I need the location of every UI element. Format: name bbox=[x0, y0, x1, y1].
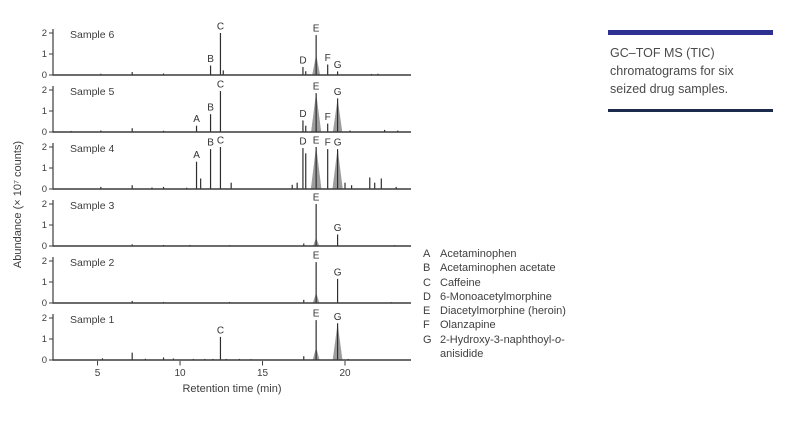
peak-label: B bbox=[207, 103, 214, 114]
peak-label: G bbox=[334, 138, 342, 149]
peak-label: C bbox=[217, 80, 224, 91]
sample-label: Sample 5 bbox=[70, 86, 115, 98]
panel-sample-2: 2 1 0 Sample 2 E G bbox=[42, 251, 411, 309]
x-tick-label: 10 bbox=[174, 368, 186, 379]
peak-label: G bbox=[334, 60, 342, 71]
y-axis-title: Abundance (× 10⁷ counts) bbox=[12, 141, 24, 268]
peak-label: F bbox=[325, 53, 331, 64]
legend-compound-name: 6-Monoacetylmorphine bbox=[440, 290, 552, 303]
legend-compound-name: Acetaminophen acetate bbox=[440, 262, 556, 275]
legend-letter: B bbox=[423, 262, 431, 275]
y-tick-label: 1 bbox=[42, 49, 47, 60]
caption-box: GC–TOF MS (TIC) chromatograms for six se… bbox=[608, 30, 773, 113]
legend-letter: D bbox=[423, 290, 431, 303]
legend-item: B Acetaminophen acetate bbox=[423, 261, 598, 275]
y-tick-label: 1 bbox=[42, 334, 47, 345]
peak-label: G bbox=[334, 312, 342, 323]
legend-item: E Diacetylmorphine (heroin) bbox=[423, 304, 598, 318]
legend-compound-name: Diacetylmorphine (heroin) bbox=[440, 305, 566, 318]
y-tick-label: 1 bbox=[42, 163, 47, 174]
legend-compound-name: 2-Hydroxy-3-naphthoyl-o-anisidide bbox=[440, 333, 565, 361]
legend-compound-name: Olanzapine bbox=[440, 319, 496, 332]
legend-letter: G bbox=[423, 333, 432, 346]
x-axis-title: Retention time (min) bbox=[182, 383, 281, 395]
peak-label: G bbox=[334, 223, 342, 234]
y-tick-label: 2 bbox=[42, 85, 47, 96]
peak-label: G bbox=[334, 267, 342, 278]
legend-item: D 6-Monoacetylmorphine bbox=[423, 290, 598, 304]
y-tick-label: 1 bbox=[42, 277, 47, 288]
panel-sample-3: 2 1 0 Sample 3 E G bbox=[42, 193, 411, 252]
y-tick-label: 2 bbox=[42, 199, 47, 210]
legend-item: A Acetaminophen bbox=[423, 247, 598, 261]
legend-letter: F bbox=[423, 319, 430, 332]
peak-label: E bbox=[313, 136, 320, 147]
peak-label: A bbox=[193, 150, 200, 161]
legend-item: G 2-Hydroxy-3-naphthoyl-o-anisidide bbox=[423, 333, 598, 362]
peak-label: E bbox=[313, 251, 320, 262]
peak-label: E bbox=[313, 82, 320, 93]
peak-label: E bbox=[313, 193, 320, 204]
x-tick-label: 5 bbox=[95, 368, 101, 379]
peak-label: D bbox=[299, 56, 306, 67]
legend-letter: C bbox=[423, 276, 431, 289]
peak-label: E bbox=[313, 309, 320, 320]
peak-label: B bbox=[207, 54, 214, 65]
x-axis: 5 10 15 20 Retention time (min) bbox=[95, 361, 351, 395]
y-tick-label: 1 bbox=[42, 220, 47, 231]
peak-label: C bbox=[217, 22, 224, 33]
panel-sample-4: 2 1 0 Sample 4 AB C D E F G bbox=[42, 136, 411, 195]
peak-label: C bbox=[217, 136, 224, 147]
peak-label: G bbox=[334, 87, 342, 98]
peak-label: D bbox=[299, 137, 306, 148]
peak-label: C bbox=[217, 325, 224, 336]
y-tick-label: 2 bbox=[42, 256, 47, 267]
y-tick-label: 2 bbox=[42, 142, 47, 153]
sample-label: Sample 1 bbox=[70, 314, 115, 326]
y-tick-label: 0 bbox=[42, 184, 47, 195]
y-tick-label: 0 bbox=[42, 355, 47, 366]
legend-item: F Olanzapine bbox=[423, 318, 598, 332]
sample-label: Sample 3 bbox=[70, 200, 115, 212]
peak-label: F bbox=[325, 112, 331, 123]
panel-sample-6: 2 1 0 Sample 6 B C D E FG bbox=[42, 22, 411, 81]
peak-label: F bbox=[325, 138, 331, 149]
y-tick-label: 0 bbox=[42, 241, 47, 252]
peak-label: D bbox=[299, 109, 306, 120]
x-tick-label: 15 bbox=[257, 368, 269, 379]
peak-label: A bbox=[193, 114, 200, 125]
peak-label: B bbox=[207, 138, 214, 149]
panel-sample-1: 2 1 0 Sample 1 C E G bbox=[42, 309, 411, 366]
peak-label: E bbox=[313, 24, 320, 35]
x-tick-label: 20 bbox=[339, 368, 351, 379]
sample-label: Sample 4 bbox=[70, 143, 115, 155]
sample-label: Sample 2 bbox=[70, 257, 115, 269]
panel-sample-5: 2 1 0 Sample 5 AB C D E F G bbox=[42, 80, 411, 138]
compound-legend: A Acetaminophen B Acetaminophen acetate C Caf… bbox=[423, 247, 598, 361]
legend-letter: E bbox=[423, 305, 431, 318]
legend-item: C Caffeine bbox=[423, 276, 598, 290]
legend-letter: A bbox=[423, 248, 431, 260]
caption-text: GC–TOF MS (TIC) chromatograms for six se… bbox=[610, 46, 734, 97]
y-tick-label: 0 bbox=[42, 127, 47, 138]
y-tick-label: 1 bbox=[42, 106, 47, 117]
y-tick-label: 2 bbox=[42, 28, 47, 39]
y-tick-label: 0 bbox=[42, 298, 47, 309]
legend-compound-name: Acetaminophen bbox=[440, 248, 517, 260]
sample-label: Sample 6 bbox=[70, 29, 115, 41]
y-tick-label: 0 bbox=[42, 70, 47, 81]
y-tick-label: 2 bbox=[42, 313, 47, 324]
legend-compound-name: Caffeine bbox=[440, 276, 481, 289]
